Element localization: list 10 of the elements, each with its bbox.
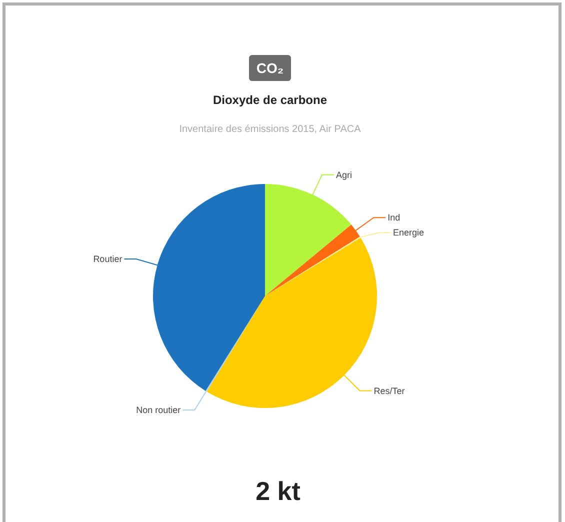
slice-label: Routier <box>93 254 122 264</box>
slice-label: Res/Ter <box>374 386 405 396</box>
text: CO₂ <box>256 60 284 76</box>
slice-label: Agri <box>336 170 352 180</box>
chart-subtitle: Inventaire des émissions 2015, Air PACA <box>179 124 362 135</box>
slice-label: Ind <box>388 212 400 223</box>
slice-label: Non routier <box>136 405 181 416</box>
chart-title: Dioxyde de carbone <box>212 93 328 107</box>
slice-label: Energie <box>393 228 424 238</box>
text: 2 kt <box>256 476 301 506</box>
